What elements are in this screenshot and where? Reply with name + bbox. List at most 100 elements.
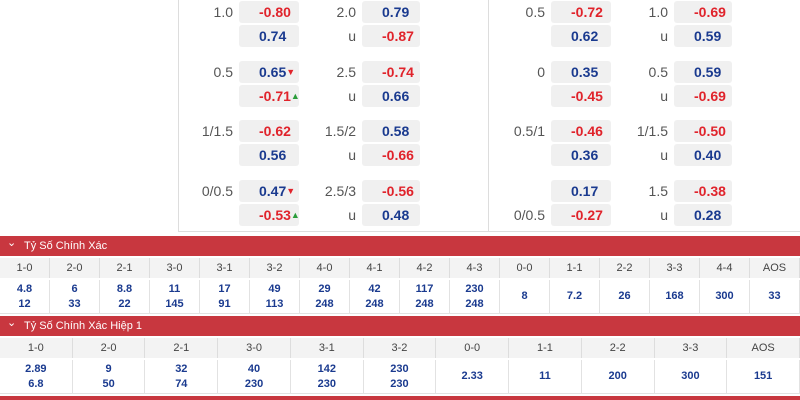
odds-value: 0.56 (259, 147, 287, 163)
score-header: AOS (750, 258, 800, 278)
odds-box[interactable]: -0.50 (674, 120, 732, 142)
odds-box[interactable]: 0.17 (551, 179, 611, 202)
odds-value: -0.87 (382, 28, 414, 44)
odds-box[interactable]: 0.66 (362, 84, 420, 107)
odds-box[interactable]: -0.80 (239, 1, 299, 23)
chevron: ⌄ (7, 237, 17, 249)
odds-box[interactable]: -0.87 (362, 25, 420, 47)
score-cell[interactable]: 42 248 (350, 280, 400, 314)
score-cell[interactable]: 32 74 (145, 360, 219, 394)
section-bar[interactable]: Tỷ Số Chính Xác Hiệp 1 ⌄ (0, 316, 800, 336)
score-cell[interactable]: 7.2 (550, 280, 600, 314)
odds-box[interactable]: -0.69 (674, 84, 732, 107)
score-cell[interactable]: 11 (509, 360, 582, 394)
odds-box[interactable]: 0.36 (551, 144, 611, 166)
score-odds: 9 (105, 363, 112, 375)
score-header: 1-0 (0, 338, 73, 358)
score-odds: 248 (315, 298, 334, 310)
odds-box[interactable]: 0.35 (551, 60, 611, 83)
odds-box[interactable]: -0.38 (674, 179, 732, 202)
score-cell[interactable]: 8 (500, 280, 550, 314)
odds-box[interactable]: -0.69 (674, 1, 732, 23)
odds-value: 0.65 (259, 63, 287, 80)
line-label: 0.5 (525, 4, 545, 20)
odds-box[interactable]: -0.27 (551, 203, 611, 226)
score-cell[interactable]: 151 (727, 360, 800, 394)
score-odds: 22 (118, 298, 131, 310)
odds-box[interactable]: 0.40 (674, 144, 732, 166)
score-cell[interactable]: 2.89 6.8 (0, 360, 73, 394)
odds-box[interactable]: 0.74 (239, 25, 299, 47)
odds-box[interactable]: -0.71▲ (239, 84, 300, 107)
odds-value: -0.38 (694, 182, 726, 199)
odds-box[interactable]: 0.65▼ (239, 60, 299, 83)
line-label: u (660, 206, 668, 223)
score-cell[interactable]: 230 248 (450, 280, 500, 314)
odds-box[interactable]: 0.79 (362, 1, 420, 23)
odds-value: 0.48 (382, 206, 410, 223)
odds-box[interactable]: 0.48 (362, 203, 420, 226)
score-cell[interactable]: 117 248 (400, 280, 450, 314)
odds-box[interactable]: 0.58 (362, 120, 420, 142)
score-odds: 230 (390, 363, 409, 375)
odds-box[interactable]: 0.47▼ (239, 179, 299, 202)
odds-box[interactable]: -0.56 (362, 179, 420, 202)
score-header: 2-2 (600, 258, 650, 278)
score-odds: 142 (317, 363, 336, 375)
odds-value: -0.56 (382, 182, 414, 199)
odds-box[interactable]: -0.72 (551, 1, 611, 23)
odds-box[interactable]: -0.46 (551, 120, 611, 142)
odds-box[interactable]: 0.56 (239, 144, 299, 166)
score-cell[interactable]: 168 (650, 280, 700, 314)
score-header: 2-0 (72, 338, 146, 358)
odds-value: -0.74 (382, 63, 414, 80)
odds-box[interactable]: -0.66 (362, 144, 420, 166)
score-cell[interactable]: 142 230 (290, 360, 364, 394)
score-odds: 230 (317, 378, 336, 390)
score-cell[interactable]: 200 (581, 360, 655, 394)
odds-value: -0.66 (382, 147, 414, 163)
odds-box[interactable]: 0.59 (674, 25, 732, 47)
score-cell[interactable]: 6 33 (50, 280, 100, 314)
score-cell[interactable]: 2.33 (436, 360, 510, 394)
score-cell[interactable]: 26 (600, 280, 650, 314)
score-header: 0-0 (436, 338, 510, 358)
odds-box[interactable]: -0.45 (551, 84, 611, 107)
score-odds: 230 (244, 378, 264, 390)
score-cell[interactable]: 9 50 (72, 360, 146, 394)
section-bar[interactable] (0, 396, 800, 400)
line-label: 1.0 (648, 4, 668, 20)
odds-value: -0.45 (571, 87, 603, 104)
odds-box[interactable]: 0.28 (674, 203, 732, 226)
line-label: 1.0 (213, 4, 233, 20)
odds-box[interactable]: -0.74 (362, 60, 420, 83)
score-odds: 91 (218, 298, 231, 310)
score-header: 3-3 (650, 258, 700, 278)
score-cell[interactable]: 8.8 22 (100, 280, 150, 314)
odds-box[interactable]: -0.53▲ (239, 203, 300, 226)
score-cell[interactable]: 11 145 (150, 280, 200, 314)
score-cell[interactable]: 300 (654, 360, 728, 394)
score-cell[interactable]: 230 230 (363, 360, 437, 394)
odds-value: 0.36 (571, 147, 599, 163)
line-label: 0 (537, 63, 545, 80)
score-cell[interactable]: 300 (700, 280, 750, 314)
score-cell[interactable]: 29 248 (300, 280, 350, 314)
odds-box[interactable]: -0.62 (239, 120, 299, 142)
score-cell[interactable]: 4.8 12 (0, 280, 50, 314)
score-header: 0-0 (500, 258, 550, 278)
score-cell[interactable]: 40 230 (218, 360, 291, 394)
score-cell[interactable]: 33 (750, 280, 800, 314)
odds-box[interactable]: 0.62 (551, 25, 611, 47)
odds-value: -0.69 (694, 87, 726, 104)
score-header: 2-2 (581, 338, 655, 358)
odds-value: -0.46 (571, 123, 603, 139)
odds-value: 0.59 (694, 63, 722, 80)
odds-box[interactable]: 0.59 (674, 60, 732, 83)
line-label: u (348, 206, 356, 223)
score-cell[interactable]: 49 113 (250, 280, 300, 314)
score-odds: 74 (175, 378, 188, 390)
score-cell[interactable]: 17 91 (200, 280, 250, 314)
section-bar[interactable]: Tỷ Số Chính Xác ⌄ (0, 236, 800, 256)
